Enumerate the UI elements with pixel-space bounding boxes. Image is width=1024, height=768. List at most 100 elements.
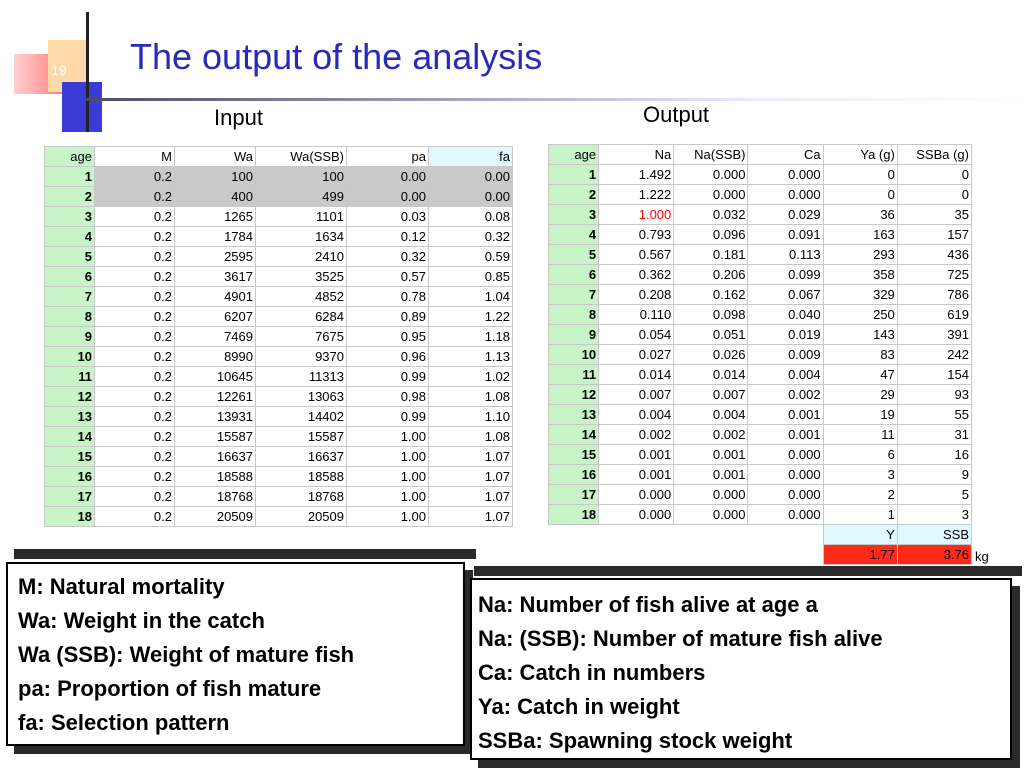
table-cell: 0.051 xyxy=(673,324,749,345)
table-cell: 0.098 xyxy=(673,304,749,325)
age-cell: 16 xyxy=(44,466,95,487)
table-cell: 0.032 xyxy=(673,204,749,225)
table-cell: 0.001 xyxy=(598,444,675,465)
table-cell: 6207 xyxy=(174,306,256,327)
input-table-row: 12 0.2 12261 13063 0.98 1.08 xyxy=(44,386,513,407)
table-cell: 1634 xyxy=(255,226,347,247)
table-cell: 3 xyxy=(822,464,898,485)
table-cell: 0.59 xyxy=(428,246,513,267)
table-cell: 0.000 xyxy=(747,504,824,525)
age-cell: 4 xyxy=(547,224,600,245)
table-cell: 1.13 xyxy=(428,346,513,367)
table-cell: 100 xyxy=(255,166,347,187)
table-cell: 6 xyxy=(822,444,898,465)
table-cell: 18588 xyxy=(255,466,347,487)
table-cell: 0.000 xyxy=(747,184,824,205)
table-cell: 0.2 xyxy=(94,186,175,207)
output-table-row: 7 0.208 0.162 0.067 329 786 xyxy=(547,284,973,305)
table-cell: 400 xyxy=(174,186,256,207)
table-cell: 0.89 xyxy=(346,306,429,327)
summary-ssb-label: SSB xyxy=(896,524,973,545)
age-cell: 15 xyxy=(44,446,95,467)
box-shadow-strip-right xyxy=(474,566,1022,576)
table-cell: 1.00 xyxy=(346,486,429,507)
table-cell: 2410 xyxy=(255,246,347,267)
table-cell: 0.000 xyxy=(747,464,824,485)
table-cell: 1.02 xyxy=(428,366,513,387)
table-cell: 499 xyxy=(255,186,347,207)
table-cell: 0.95 xyxy=(346,326,429,347)
input-table-row: 18 0.2 20509 20509 1.00 1.07 xyxy=(44,506,513,527)
table-cell: 0.007 xyxy=(673,384,749,405)
table-cell: 35 xyxy=(896,204,973,225)
table-cell: 0.000 xyxy=(747,164,824,185)
output-table-row: 13 0.004 0.004 0.001 19 55 xyxy=(547,404,973,425)
table-cell: 4852 xyxy=(255,286,347,307)
table-cell: 0 xyxy=(822,164,898,185)
output-header-ya: Ya (g) xyxy=(822,144,898,165)
table-cell: 0.002 xyxy=(747,384,824,405)
output-table-row: 18 0.000 0.000 0.000 1 3 xyxy=(547,504,973,525)
table-cell: 20509 xyxy=(255,506,347,527)
table-cell: 0.054 xyxy=(598,324,675,345)
table-cell: 1 xyxy=(822,504,898,525)
input-table-row: 11 0.2 10645 11313 0.99 1.02 xyxy=(44,366,513,387)
output-table-row: 1 1.492 0.000 0.000 0 0 xyxy=(547,164,973,185)
table-cell: 358 xyxy=(822,264,898,285)
table-cell: 11313 xyxy=(255,366,347,387)
input-header-m: M xyxy=(94,146,175,167)
age-cell: 7 xyxy=(547,284,600,305)
table-cell: 1.10 xyxy=(428,406,513,427)
input-table-row: 13 0.2 13931 14402 0.99 1.10 xyxy=(44,406,513,427)
output-table-row: 12 0.007 0.007 0.002 29 93 xyxy=(547,384,973,405)
table-cell: 0.2 xyxy=(94,266,175,287)
table-cell: 0.99 xyxy=(346,366,429,387)
definition-line: Na: Number of fish alive at age a xyxy=(478,592,818,617)
summary-y-label: Y xyxy=(822,524,898,545)
output-table-row: 5 0.567 0.181 0.113 293 436 xyxy=(547,244,973,265)
table-cell: 10645 xyxy=(174,366,256,387)
definition-line: Ya: Catch in weight xyxy=(478,694,680,719)
table-cell: 0.78 xyxy=(346,286,429,307)
table-cell: 47 xyxy=(822,364,898,385)
table-cell: 0.000 xyxy=(747,444,824,465)
output-table-row: 9 0.054 0.051 0.019 143 391 xyxy=(547,324,973,345)
definition-line: fa: Selection pattern xyxy=(18,710,230,735)
table-cell: 1.07 xyxy=(428,486,513,507)
age-cell: 2 xyxy=(547,184,600,205)
age-cell: 13 xyxy=(44,406,95,427)
table-cell: 0.000 xyxy=(673,504,749,525)
table-cell: 18768 xyxy=(174,486,256,507)
table-cell: 13063 xyxy=(255,386,347,407)
table-cell: 3525 xyxy=(255,266,347,287)
output-table-row: 3 1.000 0.032 0.029 36 35 xyxy=(547,204,973,225)
output-header-na-ssb: Na(SSB) xyxy=(673,144,749,165)
input-table-row: 15 0.2 16637 16637 1.00 1.07 xyxy=(44,446,513,467)
table-cell: 0.001 xyxy=(747,404,824,425)
table-cell: 391 xyxy=(896,324,973,345)
output-header-na: Na xyxy=(598,144,675,165)
table-cell: 16637 xyxy=(174,446,256,467)
table-cell: 0.2 xyxy=(94,466,175,487)
table-cell: 0.000 xyxy=(673,184,749,205)
table-cell: 0.99 xyxy=(346,406,429,427)
input-table-row: 14 0.2 15587 15587 1.00 1.08 xyxy=(44,426,513,447)
table-cell: 1265 xyxy=(174,206,256,227)
output-table-row: 16 0.001 0.001 0.000 3 9 xyxy=(547,464,973,485)
table-cell: 18588 xyxy=(174,466,256,487)
table-cell: 0.001 xyxy=(673,464,749,485)
table-cell: 6284 xyxy=(255,306,347,327)
table-cell: 15587 xyxy=(174,426,256,447)
table-cell: 0.027 xyxy=(598,344,675,365)
input-table-header: age M Wa Wa(SSB) pa fa xyxy=(44,146,513,167)
table-cell: 725 xyxy=(896,264,973,285)
definition-line: Wa (SSB): Weight of mature fish xyxy=(18,642,355,667)
table-cell: 1.07 xyxy=(428,466,513,487)
age-cell: 9 xyxy=(547,324,600,345)
summary-y-value: 1.77 xyxy=(822,544,898,565)
input-table-row: 1 0.2 100 100 0.00 0.00 xyxy=(44,166,513,187)
table-cell: 0.12 xyxy=(346,226,429,247)
table-cell: 0.2 xyxy=(94,306,175,327)
table-cell: 0.026 xyxy=(673,344,749,365)
output-table-row: 8 0.110 0.098 0.040 250 619 xyxy=(547,304,973,325)
